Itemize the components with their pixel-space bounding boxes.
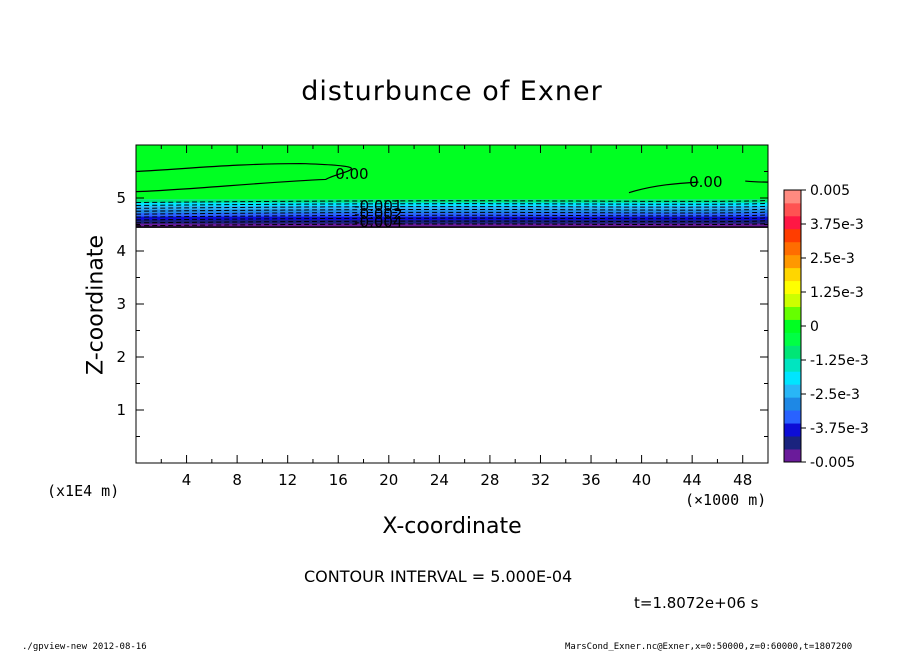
y-tick-label: 5 — [116, 189, 126, 207]
x-tick-label: 12 — [278, 471, 297, 489]
y-axis-unit: (x1E4 m) — [47, 482, 120, 500]
contour-label: 0.00 — [689, 173, 722, 191]
y-tick-label: 2 — [116, 348, 126, 366]
colorbar-segment — [784, 332, 801, 346]
x-tick-label: 36 — [581, 471, 600, 489]
colorbar-segment — [784, 280, 801, 295]
x-tick-label: 20 — [379, 471, 398, 489]
contour-label: -0.004 — [354, 213, 402, 231]
x-tick-label: 28 — [480, 471, 499, 489]
footer-program-info: ./gpview-new 2012-08-16 — [22, 642, 147, 652]
colorbar-label: -0.005 — [810, 455, 855, 471]
x-tick-label: 48 — [733, 471, 752, 489]
x-tick-label: 8 — [232, 471, 242, 489]
contour-line-negative — [135, 216, 769, 221]
field-zero-band — [136, 145, 768, 200]
contour-line-negative — [135, 208, 769, 212]
x-tick-label: 32 — [531, 471, 550, 489]
x-axis-unit: (×1000 m) — [685, 491, 767, 509]
colorbar-segment — [784, 397, 801, 411]
colorbar-segment — [784, 202, 801, 217]
colorbar-label: 0 — [810, 319, 819, 335]
colorbar-label: -1.25e-3 — [810, 353, 869, 369]
colorbar-segment — [784, 345, 801, 359]
colorbar-segment — [784, 215, 801, 230]
colorbar-segment — [784, 384, 801, 398]
contour-interval: CONTOUR INTERVAL = 5.000E-04 — [304, 567, 573, 586]
colorbar-segment — [784, 410, 801, 424]
contour-label: 0.00 — [335, 165, 368, 183]
contour-label: -0.002 — [354, 205, 402, 223]
time-label: t=1.8072e+06 s — [634, 594, 759, 612]
field-band — [136, 220, 768, 225]
y-tick-label: 3 — [116, 295, 126, 313]
contour-line-negative — [135, 202, 769, 206]
contour-line-negative — [135, 205, 769, 209]
colorbar-segment — [784, 267, 801, 282]
colorbar-segment — [784, 228, 801, 243]
colorbar-segment — [784, 306, 801, 320]
x-tick-label: 16 — [329, 471, 348, 489]
contour-label: -0.001 — [354, 197, 402, 215]
colorbar-label: 3.75e-3 — [810, 217, 864, 233]
contour-line-negative — [135, 199, 769, 204]
colorbar-label: -2.5e-3 — [810, 387, 860, 403]
contour-line-negative — [135, 214, 769, 218]
colorbar-segment — [784, 371, 801, 385]
colorbar-segment — [784, 436, 801, 450]
contour-line-zero — [135, 162, 352, 193]
x-tick-label: 40 — [632, 471, 651, 489]
contour-line-negative — [135, 211, 769, 215]
colorbar-segment — [784, 241, 801, 256]
colorbar-segment — [784, 319, 801, 333]
contour-line-negative — [135, 219, 769, 224]
field-band — [136, 202, 768, 207]
field-band — [136, 206, 768, 211]
y-tick-label: 4 — [116, 242, 126, 260]
x-axis-label: X-coordinate — [382, 514, 522, 539]
chart-title: disturbunce of Exner — [301, 76, 603, 107]
colorbar-segment — [784, 254, 801, 269]
colorbar-segment — [784, 423, 801, 437]
colorbar-label: 0.005 — [810, 183, 850, 199]
colorbar-label: -3.75e-3 — [810, 421, 869, 437]
x-tick-label: 4 — [182, 471, 192, 489]
colorbar-label: 1.25e-3 — [810, 285, 864, 301]
field-band — [136, 209, 768, 214]
field-band — [136, 223, 768, 228]
x-tick-label: 24 — [430, 471, 449, 489]
y-tick-label: 1 — [116, 401, 126, 419]
colorbar-segment — [784, 449, 801, 463]
footer-source-info: MarsCond_Exner.nc@Exner,x=0:50000,z=0:60… — [565, 642, 853, 652]
x-tick-label: 44 — [683, 471, 702, 489]
colorbar-label: 2.5e-3 — [810, 251, 855, 267]
contour-line-negative — [135, 222, 769, 227]
colorbar-segment — [784, 190, 801, 204]
colorbar-segment — [784, 293, 801, 307]
contour-line-zero — [628, 180, 769, 194]
colorbar-segment — [784, 358, 801, 372]
